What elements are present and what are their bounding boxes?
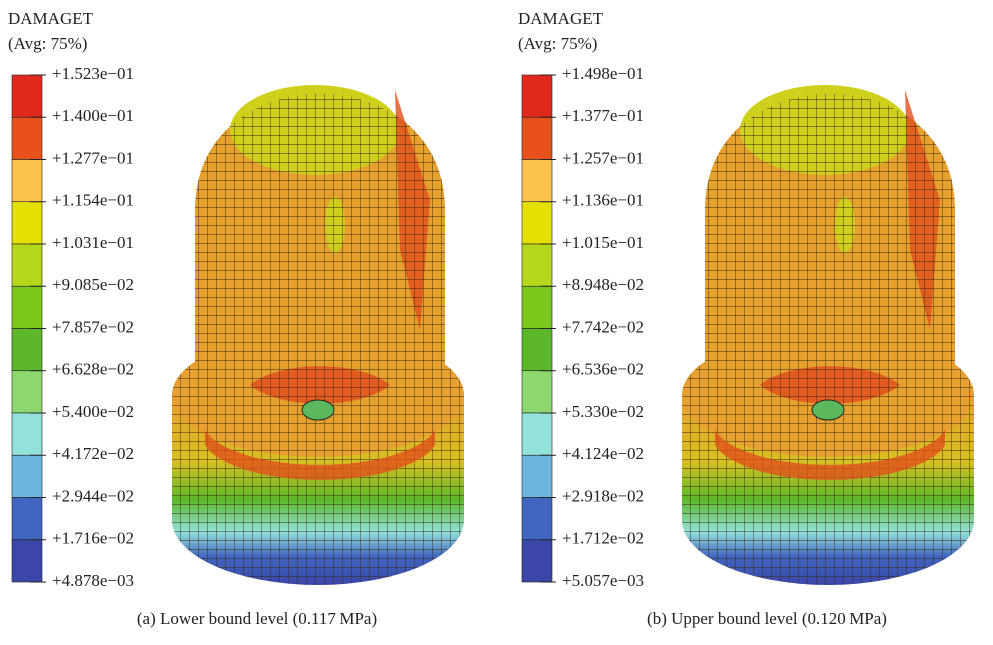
legend-band	[522, 286, 552, 328]
legend-band	[12, 455, 42, 497]
fe-model-b	[682, 85, 974, 585]
legend-band	[522, 160, 552, 202]
legend-subtitle: (Avg: 75%)	[518, 34, 597, 53]
legend-band	[12, 498, 42, 540]
legend-title: DAMAGET	[518, 9, 604, 28]
legend-band	[12, 160, 42, 202]
legend-band	[12, 117, 42, 159]
legend-band	[522, 117, 552, 159]
legend-band	[12, 540, 42, 582]
legend-band	[522, 540, 552, 582]
legend-label: +4.878e−03	[52, 571, 134, 590]
legend-band	[12, 244, 42, 286]
legend-label: +1.400e−01	[52, 106, 134, 125]
legend-title: DAMAGET	[8, 9, 94, 28]
legend-label: +2.944e−02	[52, 486, 134, 505]
legend-band	[522, 75, 552, 117]
legend-label: +7.742e−02	[562, 317, 644, 336]
legend-subtitle: (Avg: 75%)	[8, 34, 87, 53]
figure: DAMAGET (Avg: 75%) +1.523e−01 +1.400e−01 +1.…	[0, 0, 993, 640]
legend-band	[522, 413, 552, 455]
legend-band	[12, 413, 42, 455]
legend-label: +6.536e−02	[562, 360, 644, 379]
legend-label: +2.918e−02	[562, 486, 644, 505]
legend-band	[12, 371, 42, 413]
legend-band	[522, 455, 552, 497]
legend-label: +5.330e−02	[562, 402, 644, 421]
legend-band	[12, 286, 42, 328]
legend-label: +5.400e−02	[52, 402, 134, 421]
legend-band	[12, 329, 42, 371]
legend-label: +1.031e−01	[52, 233, 134, 252]
legend-band	[522, 244, 552, 286]
legend-label: +1.015e−01	[562, 233, 644, 252]
legend-label: +1.136e−01	[562, 191, 644, 210]
legend-band	[522, 329, 552, 371]
legend-band	[522, 371, 552, 413]
legend-band	[12, 202, 42, 244]
legend-label: +1.257e−01	[562, 148, 644, 167]
legend-band	[522, 498, 552, 540]
legend-label: +9.085e−02	[52, 275, 134, 294]
legend-label: +1.498e−01	[562, 64, 644, 83]
legend-band	[12, 75, 42, 117]
caption: (a) Lower bound level (0.117 MPa)	[137, 609, 377, 628]
legend-label: +5.057e−03	[562, 571, 644, 590]
legend-label: +1.154e−01	[52, 191, 134, 210]
legend-label: +1.377e−01	[562, 106, 644, 125]
legend-label: +4.172e−02	[52, 444, 134, 463]
fe-model-a	[172, 85, 464, 585]
legend-label: +4.124e−02	[562, 444, 644, 463]
legend-label: +1.277e−01	[52, 148, 134, 167]
legend-label: +8.948e−02	[562, 275, 644, 294]
legend-label: +1.712e−02	[562, 529, 644, 548]
legend-label: +6.628e−02	[52, 360, 134, 379]
legend-band	[522, 202, 552, 244]
legend-label: +1.523e−01	[52, 64, 134, 83]
legend-label: +1.716e−02	[52, 529, 134, 548]
legend-label: +7.857e−02	[52, 317, 134, 336]
caption: (b) Upper bound level (0.120 MPa)	[647, 609, 887, 628]
